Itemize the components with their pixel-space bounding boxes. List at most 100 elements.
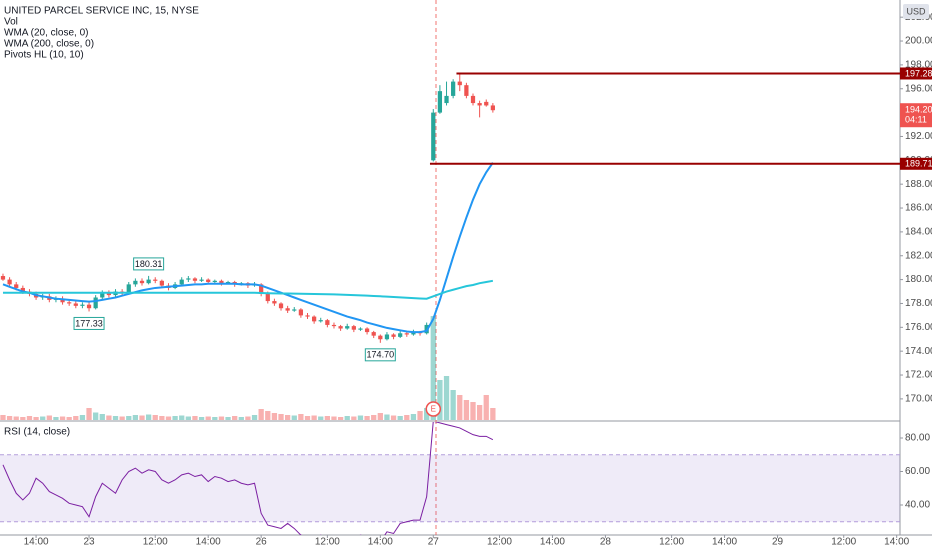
candle-body <box>139 280 145 284</box>
volume-bar <box>198 417 205 420</box>
rsi-pane <box>0 422 900 535</box>
volume-bar <box>390 415 397 420</box>
axes: 170.00 172.00 174.00 176.00 178.00 180.00 182.… <box>24 12 932 548</box>
volume-bar <box>344 416 350 420</box>
pivot-level-tag <box>900 157 932 170</box>
candle-body <box>444 95 449 104</box>
candle-body <box>378 335 383 340</box>
rsi-band <box>0 454 900 522</box>
pivot-label: 177.33 <box>75 318 103 328</box>
candle-body <box>192 278 198 281</box>
x-tick-label: 12:00 <box>143 537 168 548</box>
rsi-tick-label: 60.00 <box>905 466 930 477</box>
candle-body <box>358 328 363 330</box>
currency-badge <box>903 4 929 19</box>
candle-body <box>80 304 85 306</box>
y-tick-label: 200.00 <box>905 36 932 47</box>
candle-body <box>7 279 12 285</box>
candle-body <box>292 309 297 311</box>
candle-body <box>20 287 25 292</box>
x-tick-label: 12:00 <box>831 537 856 548</box>
volume-bar <box>106 415 112 420</box>
pivot-level-label: 189.71 <box>905 159 932 169</box>
volume-bar <box>443 376 450 420</box>
legend-wma20: WMA (20, close, 0) <box>4 28 88 39</box>
volume-bar <box>318 416 324 420</box>
volume-bar <box>26 416 33 420</box>
candle-body <box>404 333 409 335</box>
candle-body <box>298 309 304 316</box>
candle-body <box>484 101 489 106</box>
wma-line <box>2 279 494 300</box>
volume-bar <box>13 416 19 420</box>
y-tick-label: 188.00 <box>905 179 932 190</box>
candle-body <box>153 279 158 281</box>
candle-body <box>133 280 138 285</box>
candle-body <box>219 280 224 284</box>
candle-body <box>371 332 376 336</box>
volume-bar <box>126 416 132 420</box>
volume-bar <box>172 416 178 420</box>
candle-body <box>331 324 337 327</box>
pivot-label: 180.31 <box>135 259 163 269</box>
candle-body <box>391 334 396 337</box>
candle-body <box>431 112 436 161</box>
x-tick-label: 12:00 <box>659 537 684 548</box>
volume-bar <box>457 395 463 420</box>
volume-bar <box>152 415 158 420</box>
candle-body <box>437 91 443 113</box>
candle-body <box>305 315 310 317</box>
volume-bar <box>251 415 258 420</box>
pivot-box <box>364 348 396 362</box>
x-tick-label: 14:00 <box>196 537 221 548</box>
volume-bar <box>351 416 357 420</box>
x-tick-label: 26 <box>256 537 268 548</box>
y-tick-label: 198.00 <box>905 60 932 71</box>
countdown-label: 04:11 <box>905 115 927 125</box>
candle-body <box>464 85 469 96</box>
x-tick-label: 14:00 <box>24 537 49 548</box>
legend-rsi: RSI (14, close) <box>4 427 70 438</box>
volume-bar <box>404 415 410 420</box>
candle-body <box>312 316 317 322</box>
candle-body <box>86 304 92 309</box>
volume-bar <box>331 416 337 420</box>
candle-body <box>14 284 19 288</box>
x-tick-label: 14:00 <box>540 537 565 548</box>
last-price-label: 194.20 <box>905 105 932 115</box>
volume-bar <box>245 416 251 420</box>
volume-bar <box>232 416 238 420</box>
volume-bar <box>192 416 198 420</box>
volume-bar <box>410 414 417 420</box>
volume-bar <box>79 415 86 420</box>
volume-bar <box>284 415 291 420</box>
candle-body <box>411 332 416 335</box>
volume-bar <box>212 417 218 420</box>
candle-body <box>272 301 277 304</box>
candle-body <box>285 308 290 311</box>
volume-bar <box>258 409 264 420</box>
main-pane: 177.33 180.31 174.70 E <box>0 72 900 420</box>
volume-bar <box>463 400 470 420</box>
candle-body <box>451 81 456 96</box>
candle-body <box>470 95 476 104</box>
last-price-tag <box>900 103 932 128</box>
y-tick-label: 174.00 <box>905 346 932 357</box>
volume-bar <box>119 416 125 420</box>
candle-body <box>278 303 284 309</box>
candle-body <box>477 103 482 106</box>
legend-volume: Vol <box>4 17 18 28</box>
candle-body <box>325 320 330 325</box>
volume-bar <box>397 416 403 420</box>
candle-body <box>73 303 78 306</box>
volume-bar <box>132 415 139 420</box>
volume-bar <box>450 390 456 420</box>
volume-bar <box>145 414 152 420</box>
volume-bar <box>476 405 483 420</box>
y-tick-label: 186.00 <box>905 203 932 214</box>
candle-body <box>490 105 495 111</box>
candle-body <box>259 284 264 294</box>
candle-body <box>318 320 323 322</box>
volume-bar <box>93 412 99 420</box>
